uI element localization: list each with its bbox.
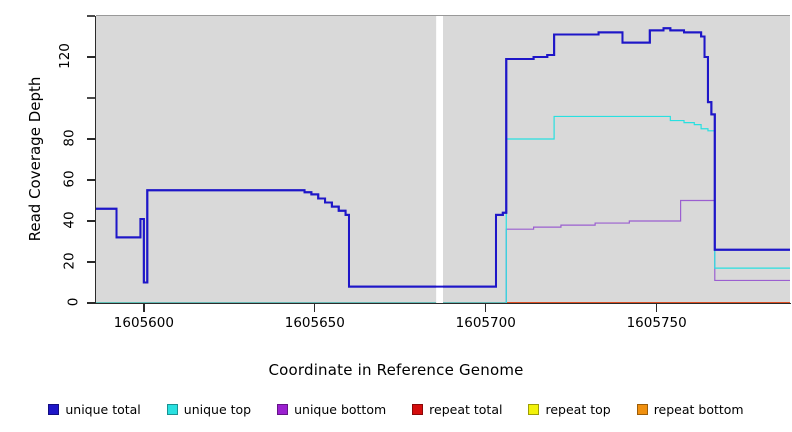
legend-label-unique-top: unique top — [183, 401, 252, 417]
y-tick-80 — [87, 138, 95, 140]
legend-swatch-unique-top-icon — [166, 403, 178, 415]
legend-label-unique-total: unique total — [65, 401, 141, 417]
y-tick-label-120: 120 — [57, 43, 74, 69]
legend-swatch-repeat-bottom-icon — [636, 403, 648, 415]
x-tick-1605650 — [314, 304, 316, 312]
y-tick-20 — [87, 261, 95, 263]
y-tick-100 — [87, 97, 95, 99]
series-unique-total-overlay0 — [96, 27, 790, 288]
legend-swatch-repeat-total-icon — [412, 403, 424, 415]
x-tick-1605600 — [143, 304, 145, 312]
y-tick-label-0: 0 — [65, 297, 82, 307]
y-tick-0 — [87, 302, 95, 304]
x-tick-label-1605600: 1605600 — [113, 315, 174, 331]
legend-item-repeat-bottom[interactable]: repeat bottom — [636, 401, 744, 417]
x-tick-1605700 — [485, 304, 487, 312]
legend-item-unique-top[interactable]: unique top — [166, 401, 252, 417]
data-gap-strip — [436, 16, 443, 303]
y-tick-label-40: 40 — [61, 211, 78, 229]
y-tick-60 — [87, 179, 95, 181]
legend-swatch-repeat-top-icon — [528, 403, 540, 415]
y-tick-120 — [87, 56, 95, 58]
x-axis-title: Coordinate in Reference Genome — [268, 361, 524, 379]
legend-label-unique-bottom: unique bottom — [294, 401, 387, 417]
legend-item-unique-bottom[interactable]: unique bottom — [277, 402, 386, 417]
chart-legend: unique total unique top unique bottom repea… — [0, 398, 792, 420]
x-axis-line — [95, 303, 791, 305]
x-tick-1605750 — [656, 304, 658, 312]
x-tick-label-1605650: 1605650 — [284, 315, 345, 331]
x-tick-label-1605750: 1605750 — [626, 315, 687, 331]
y-tick-label-60: 60 — [61, 170, 78, 188]
legend-label-repeat-top: repeat top — [545, 401, 611, 417]
legend-item-repeat-top[interactable]: repeat top — [528, 401, 611, 417]
panel-top-border — [96, 15, 790, 16]
y-axis-title: Read Coverage Depth — [26, 76, 44, 242]
legend-swatch-unique-total-icon — [48, 403, 60, 415]
y-tick-label-80: 80 — [61, 129, 78, 147]
y-tick-40 — [87, 220, 95, 222]
legend-swatch-unique-bottom-icon — [277, 403, 289, 415]
legend-item-repeat-total[interactable]: repeat total — [412, 402, 502, 417]
y-tick-label-20: 20 — [61, 252, 78, 270]
legend-item-unique-total[interactable]: unique total — [48, 401, 141, 417]
legend-label-repeat-total: repeat total — [429, 401, 503, 417]
legend-label-repeat-bottom: repeat bottom — [653, 401, 744, 417]
y-tick-140 — [87, 15, 95, 17]
y-axis-line — [95, 16, 97, 304]
x-tick-label-1605700: 1605700 — [455, 315, 516, 331]
